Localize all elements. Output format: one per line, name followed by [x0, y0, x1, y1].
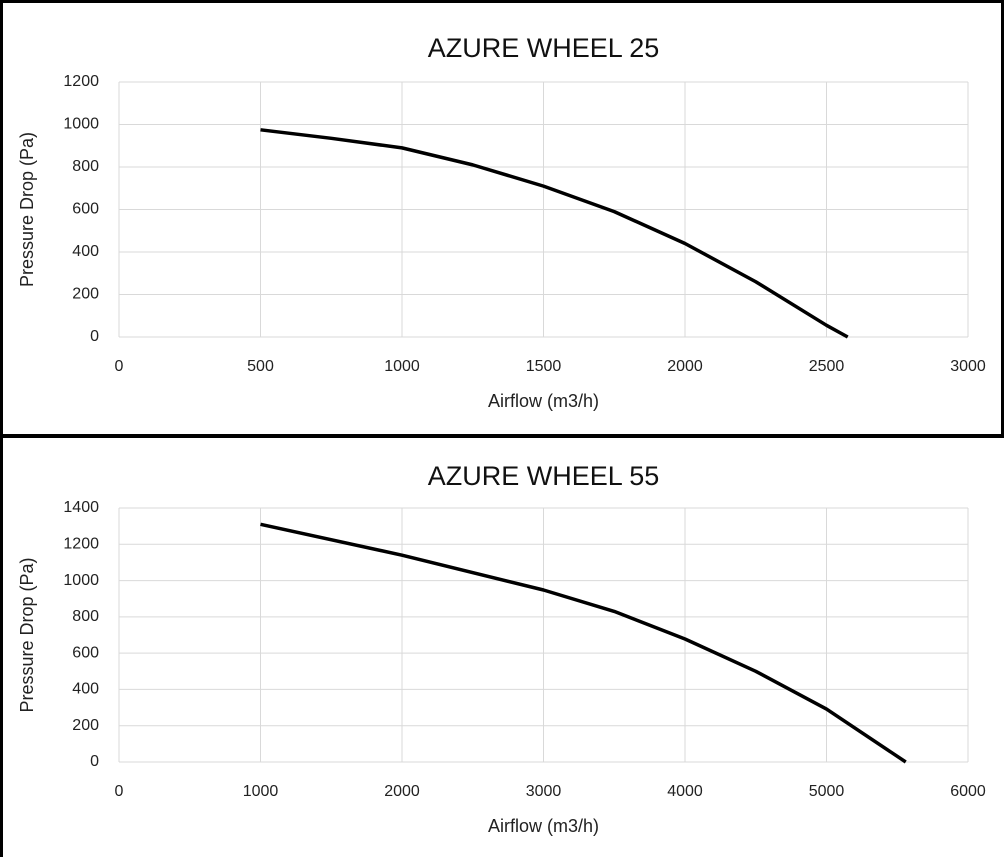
y-tick-label: 800 [72, 158, 99, 175]
x-tick-label: 1000 [384, 358, 420, 375]
x-tick-label: 1000 [243, 783, 279, 800]
x-tick-label: 6000 [950, 783, 986, 800]
x-tick-label: 0 [115, 783, 124, 800]
y-tick-label: 800 [72, 608, 99, 625]
x-tick-label: 2500 [809, 358, 845, 375]
x-tick-label: 2000 [384, 783, 420, 800]
data-line [260, 522, 907, 764]
y-tick-label: 200 [72, 717, 99, 734]
y-tick-label: 600 [72, 644, 99, 661]
y-tick-label: 0 [90, 328, 99, 345]
x-tick-label: 3000 [526, 783, 562, 800]
x-axis-label: Airflow (m3/h) [488, 816, 599, 836]
y-tick-label: 1000 [63, 572, 99, 589]
x-tick-label: 500 [247, 358, 274, 375]
y-tick-label: 200 [72, 286, 99, 303]
x-tick-label: 4000 [667, 783, 703, 800]
y-tick-label: 400 [72, 681, 99, 698]
y-tick-label: 400 [72, 243, 99, 260]
x-tick-label: 3000 [950, 358, 986, 375]
y-tick-label: 0 [90, 753, 99, 770]
y-tick-label: 1200 [63, 536, 99, 553]
y-tick-label: 1400 [63, 499, 99, 516]
x-tick-label: 5000 [809, 783, 845, 800]
x-tick-label: 0 [115, 358, 124, 375]
data-line [260, 128, 849, 339]
y-tick-label: 1000 [63, 116, 99, 133]
chart-title: AZURE WHEEL 55 [428, 461, 660, 491]
x-axis-label: Airflow (m3/h) [488, 391, 599, 411]
y-axis-label: Pressure Drop (Pa) [17, 132, 37, 287]
x-tick-label: 2000 [667, 358, 703, 375]
y-axis-label: Pressure Drop (Pa) [17, 557, 37, 712]
x-tick-label: 1500 [526, 358, 562, 375]
chart-title: AZURE WHEEL 25 [428, 33, 660, 63]
y-tick-label: 600 [72, 201, 99, 218]
y-tick-label: 1200 [63, 73, 99, 90]
